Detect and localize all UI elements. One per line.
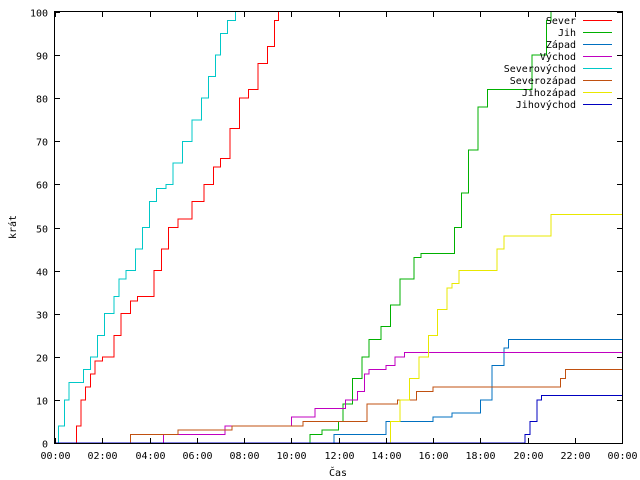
axis-ticks [55,12,623,444]
x-axis-label: Čas [329,466,347,479]
legend-label: Sever [546,16,576,27]
series-line-4 [55,12,237,444]
x-tick-label: 06:00 [182,451,212,462]
legend: SeverJihZápadVýchodSeverovýchodSeverozáp… [504,16,612,111]
series-line-5 [55,369,622,444]
legend-label: Severozápad [510,75,576,87]
x-tick-label: 18:00 [465,451,495,462]
plot-frame [54,11,623,444]
y-tick-label: 10 [36,397,48,408]
y-tick-label: 90 [36,52,48,63]
axis-tick-labels: 0 10 20 30 40 50 60 70 80 90 100 00:00 02:00 04:00 06:… [30,9,638,463]
y-tick-label: 60 [36,181,48,192]
legend-label: Jihozápad [522,87,576,99]
y-tick-label: 100 [30,9,48,20]
legend-label: Východ [540,51,576,63]
x-tick-label: 10:00 [276,451,306,462]
y-tick-label: 80 [36,95,48,106]
x-tick-label: 04:00 [135,451,165,462]
series-line-3 [55,352,622,444]
x-tick-label: 14:00 [371,451,401,462]
x-tick-label: 00:00 [607,451,637,462]
series-line-6 [55,214,622,444]
x-tick-label: 22:00 [560,451,590,462]
series-line-2 [55,339,622,444]
y-axis-label: krát [7,215,19,239]
x-tick-label: 12:00 [324,451,354,462]
y-tick-label: 70 [36,138,48,149]
x-tick-label: 08:00 [229,451,259,462]
x-tick-label: 16:00 [418,451,448,462]
y-tick-label: 40 [36,268,48,279]
y-tick-label: 50 [36,225,48,236]
y-tick-label: 20 [36,354,48,365]
legend-label: Jih [558,28,576,39]
x-tick-label: 00:00 [40,451,70,462]
y-tick-label: 30 [36,311,48,322]
series-line-0 [55,12,279,444]
y-tick-label: 0 [42,440,48,451]
x-tick-label: 02:00 [87,451,117,462]
legend-label: Severovýchod [504,63,576,75]
legend-label: Západ [546,39,576,51]
legend-label: Jihovýchod [516,99,576,111]
x-tick-label: 20:00 [513,451,543,462]
